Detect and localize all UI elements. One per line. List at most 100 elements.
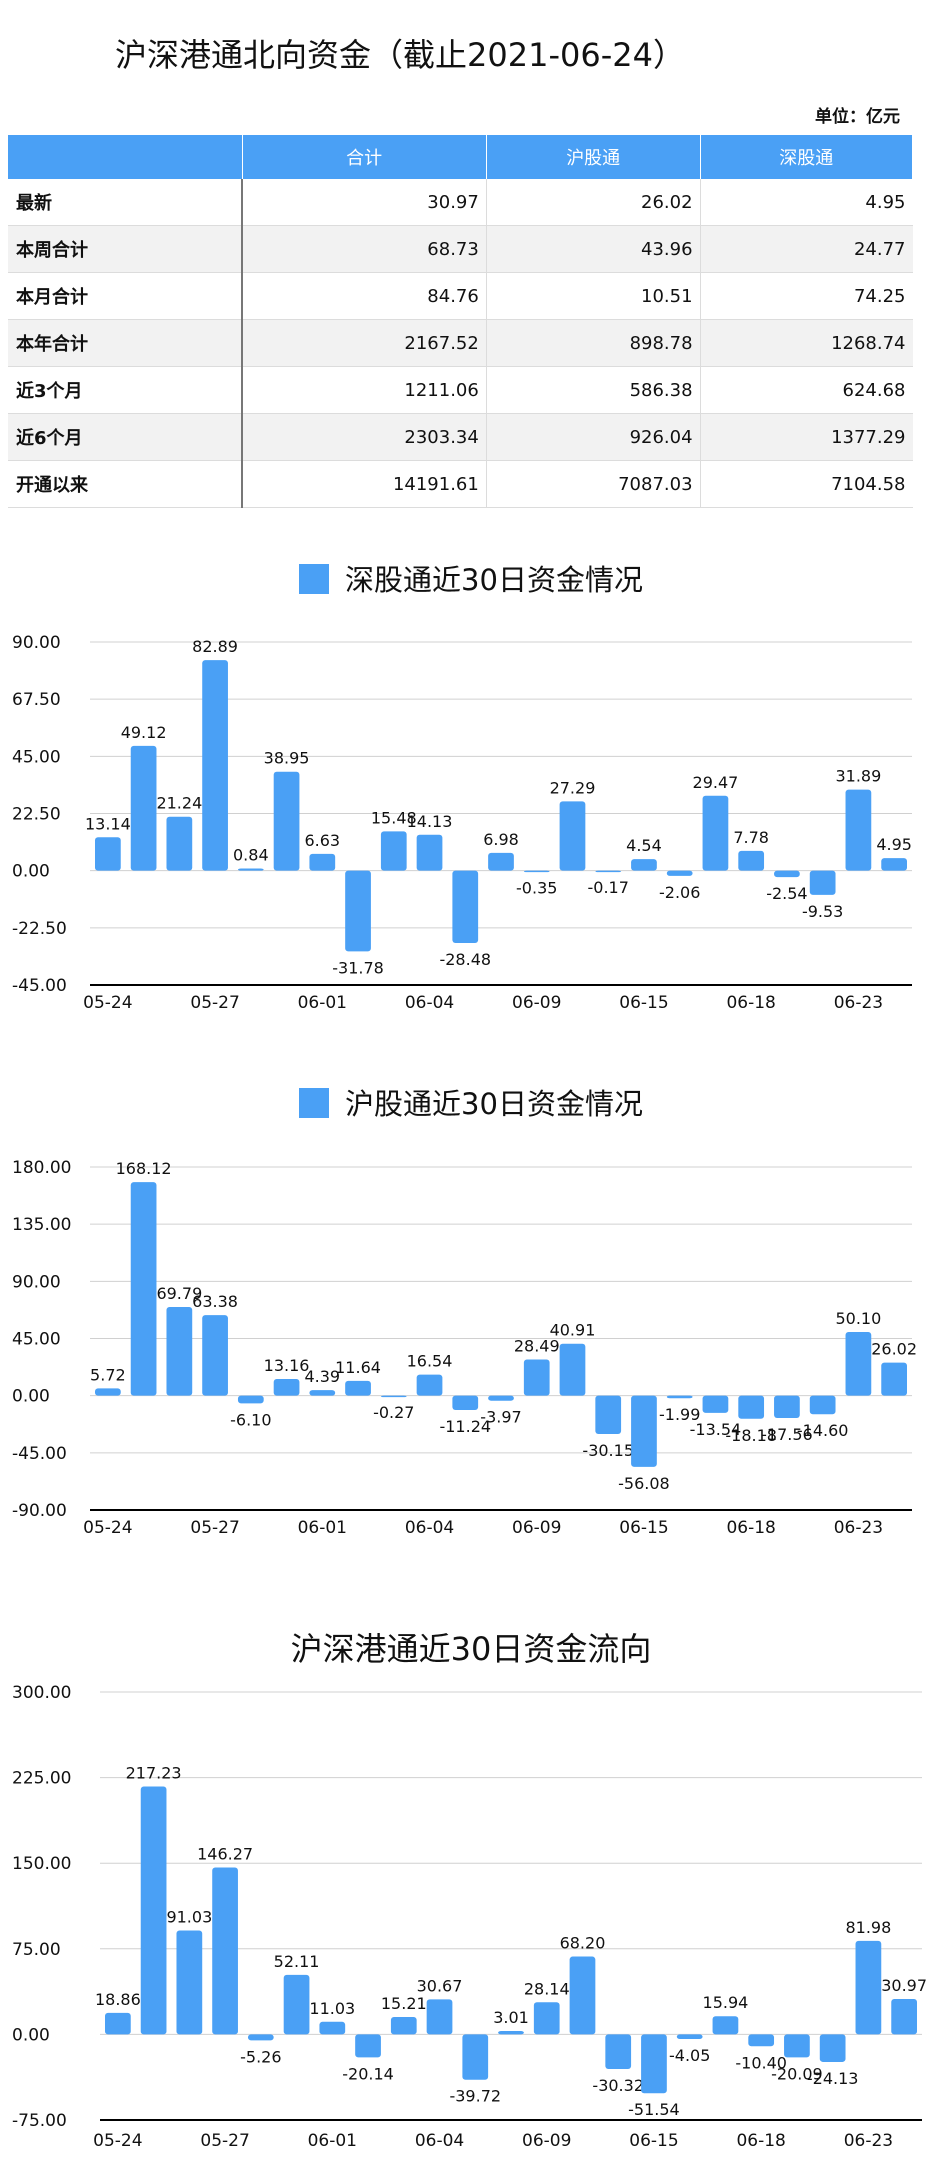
y-tick-label: -45.00 [12, 1444, 67, 1464]
data-label: 69.79 [156, 1284, 202, 1303]
data-label: 27.29 [550, 778, 596, 797]
y-tick-label: -45.00 [12, 976, 67, 996]
row-label: 近6个月 [8, 413, 243, 461]
header-cell: 沪股通 [486, 135, 701, 179]
data-label: 4.95 [876, 835, 912, 854]
bar [130, 745, 157, 871]
bar [202, 660, 228, 871]
data-label: -28.48 [439, 950, 491, 969]
data-label: 52.11 [274, 1952, 320, 1971]
y-tick-label: 90.00 [12, 1272, 61, 1292]
y-tick-label: 75.00 [12, 1940, 61, 1960]
data-label: -0.17 [588, 878, 629, 897]
legend-swatch [299, 564, 330, 594]
bar [237, 868, 264, 871]
x-tick-label: 06-01 [298, 1518, 347, 1538]
data-label: 16.54 [407, 1352, 453, 1371]
table-row: 本月合计 84.76 10.51 74.25 [8, 272, 913, 320]
y-tick-label: -90.00 [12, 1501, 67, 1521]
table-cell: 926.04 [486, 413, 701, 461]
chart-2-title: 沪股通近30日资金情况 [0, 1081, 942, 1123]
x-tick-label: 06-15 [619, 993, 668, 1013]
y-tick-label: 22.50 [12, 805, 61, 825]
data-label: 11.03 [309, 1999, 355, 2018]
bar [380, 1395, 407, 1398]
x-tick-label: 05-27 [190, 1518, 239, 1538]
data-label: -39.72 [449, 2087, 501, 2106]
y-tick-label: 180.00 [12, 1158, 71, 1178]
y-tick-label: 90.00 [12, 633, 61, 653]
bar [595, 1395, 622, 1434]
chart-2-legend-label: 沪股通近30日资金情况 [345, 1087, 643, 1121]
bar [702, 1395, 729, 1413]
bar [345, 1380, 371, 1396]
table-cell: 1268.74 [700, 319, 913, 367]
table-row: 近3个月 1211.06 586.38 624.68 [8, 366, 913, 414]
row-label: 近3个月 [8, 366, 243, 414]
row-label: 开通以来 [8, 460, 243, 508]
bar [202, 1315, 228, 1396]
bar [105, 2012, 131, 2035]
table-cell: 84.76 [242, 272, 487, 320]
bar [488, 1395, 514, 1401]
bar [319, 2021, 346, 2035]
table-row: 最新 30.97 26.02 4.95 [8, 179, 913, 226]
table-cell: 7087.03 [486, 460, 701, 508]
bar [559, 801, 586, 871]
bar [666, 1395, 693, 1399]
y-tick-label: 300.00 [12, 1683, 71, 1703]
bar [166, 1307, 193, 1396]
data-label: -6.10 [230, 1410, 271, 1429]
table-cell: 2167.52 [242, 319, 487, 367]
table-cell: 2303.34 [242, 413, 487, 461]
table-cell: 74.25 [700, 272, 913, 320]
row-label: 最新 [8, 179, 243, 226]
bar [380, 831, 407, 871]
data-label: 14.13 [407, 812, 453, 831]
data-label: 81.98 [845, 1918, 891, 1937]
bar [559, 1343, 586, 1396]
bar [462, 2034, 489, 2080]
bar [676, 2034, 703, 2040]
data-label: 146.27 [197, 1844, 253, 1863]
chart-1-plot: 90.00 67.50 45.00 22.50 0.00 -22.50 -45.00 13.1… [12, 633, 912, 1013]
bar [212, 1867, 238, 2035]
bar [355, 2034, 381, 2058]
bar [498, 2030, 524, 2035]
chart-2-plot: 180.00 135.00 90.00 45.00 0.00 -45.00 -90.00 5.… [12, 1158, 917, 1538]
bar [809, 1395, 836, 1415]
bar [533, 2002, 560, 2035]
data-label: 82.89 [192, 637, 238, 656]
bar [845, 1332, 872, 1396]
x-tick-label: 06-04 [415, 2131, 464, 2151]
data-label: 7.78 [733, 828, 769, 847]
table-cell: 68.73 [242, 225, 487, 273]
x-tick-label: 06-09 [522, 2131, 571, 2151]
bar [488, 852, 514, 871]
table-row: 本年合计 2167.52 898.78 1268.74 [8, 319, 913, 367]
bar [130, 1182, 157, 1396]
table-row: 开通以来 14191.61 7087.03 7104.58 [8, 460, 913, 508]
data-label: 31.89 [835, 767, 881, 786]
table-header-row: 合计 沪股通 深股通 [8, 135, 914, 179]
data-label: -20.14 [342, 2064, 394, 2083]
y-tick-label: 67.50 [12, 690, 61, 710]
data-label: 4.54 [626, 836, 662, 855]
table-cell: 586.38 [486, 366, 701, 414]
x-tick-label: 06-18 [726, 993, 775, 1013]
bar [390, 2017, 417, 2035]
legend-swatch [299, 1088, 330, 1118]
data-label: 29.47 [693, 773, 739, 792]
data-label: -13.54 [690, 1420, 742, 1439]
bar [712, 2016, 739, 2035]
data-label: -30.32 [592, 2076, 644, 2095]
data-label: -10.40 [735, 2053, 787, 2072]
bar [605, 2034, 632, 2070]
bar [881, 1362, 907, 1396]
chart-3-title: 沪深港通近30日资金流向 [290, 1630, 652, 1668]
row-label: 本年合计 [8, 319, 243, 367]
data-label: 50.10 [835, 1309, 881, 1328]
table-cell: 1211.06 [242, 366, 487, 414]
data-label: -4.05 [669, 2046, 710, 2065]
bar [631, 859, 657, 871]
